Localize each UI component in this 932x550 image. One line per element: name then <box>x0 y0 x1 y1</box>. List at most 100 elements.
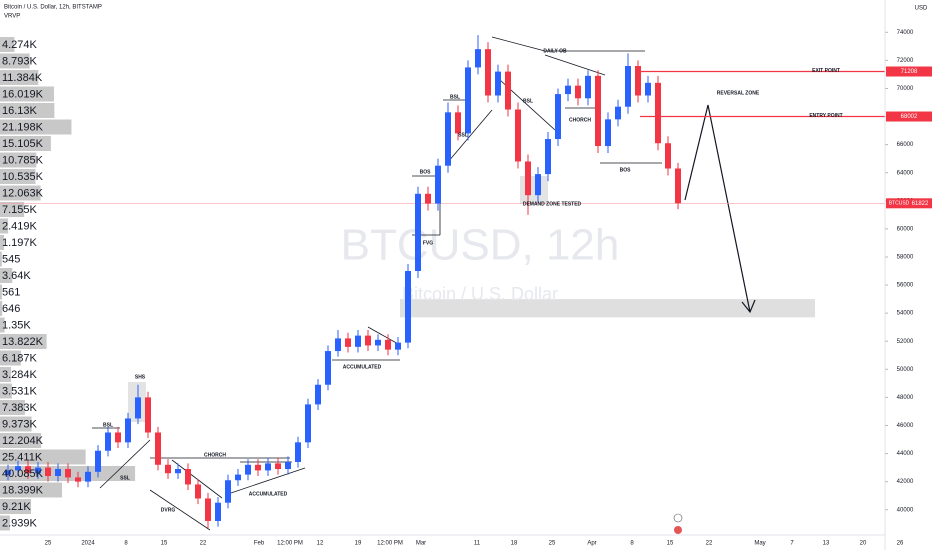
watermark: BTCUSD, 12h <box>341 221 620 270</box>
event-icon[interactable] <box>673 513 683 523</box>
demand-zone <box>520 176 548 204</box>
x-tick-label: 8 <box>124 541 128 547</box>
volume-bar <box>0 499 32 514</box>
annotation: DVRG <box>161 507 176 513</box>
annotation: BSL <box>523 98 533 104</box>
marks-layer <box>0 35 885 528</box>
candle-body <box>675 168 681 204</box>
volume-label: 11.384K <box>2 72 43 84</box>
y-tick-label: 42000 <box>897 479 914 485</box>
x-tick-label: 15 <box>161 541 168 547</box>
volume-label: 2.419K <box>2 220 38 232</box>
volume-bar <box>0 251 2 267</box>
annotation: ACCUMULATED <box>249 491 288 497</box>
x-tick-label: 22 <box>706 541 713 547</box>
volume-bar <box>0 350 21 366</box>
x-tick-label: Feb <box>254 541 265 547</box>
volume-bar <box>0 433 42 448</box>
volume-bar <box>0 152 37 168</box>
volume-bar <box>0 301 3 316</box>
candle-body <box>365 335 371 346</box>
last-price: 61822 <box>912 201 929 207</box>
volume-bar <box>0 367 12 382</box>
volume-bar <box>0 449 86 465</box>
candle-body <box>525 161 531 196</box>
candle-body <box>215 502 221 521</box>
volume-bar <box>0 202 25 217</box>
volume-bar <box>0 53 30 69</box>
candle-body <box>95 450 101 472</box>
candle-body <box>355 335 361 347</box>
volume-label: 561 <box>2 286 20 298</box>
candle-body <box>5 470 11 475</box>
volume-label: 2.939K <box>2 517 38 529</box>
candle-body <box>275 463 281 470</box>
volume-bar <box>0 37 15 52</box>
level-tag <box>886 66 932 77</box>
candle-body <box>475 49 481 68</box>
level-price: 68002 <box>901 114 918 120</box>
candle-body <box>55 469 61 477</box>
chart-title: Bitcoin / U.S. Dollar, 12h, BITSTAMP <box>4 5 102 11</box>
candle-body <box>85 471 91 482</box>
volume-label: 9.21K <box>2 501 31 513</box>
candle-body <box>135 397 141 419</box>
candle-body <box>145 397 151 433</box>
trend-line <box>99 439 151 489</box>
candle-body <box>445 112 451 166</box>
volume-label: 1.197K <box>2 237 38 249</box>
volume-bar <box>0 482 63 498</box>
candle-body <box>285 461 291 470</box>
candle-body <box>605 119 611 147</box>
volume-bar <box>0 169 36 184</box>
volume-label: 40.085K <box>2 468 44 480</box>
background-layer <box>0 31 888 531</box>
candle-body <box>375 339 381 346</box>
annotation: SHS <box>135 374 146 380</box>
volume-bar <box>0 70 39 85</box>
x-tick-label: 12:00 PM <box>277 541 303 547</box>
volume-label: 7.383K <box>2 402 38 414</box>
candle-body <box>575 85 581 99</box>
candle-body <box>665 143 671 169</box>
volume-label: 1.35K <box>2 319 31 331</box>
candle-body <box>515 109 521 162</box>
x-tick-label: 18 <box>511 541 518 547</box>
candle-body <box>125 418 131 443</box>
currency: USD <box>915 6 928 12</box>
candle-body <box>545 139 551 175</box>
volume-label: 646 <box>2 303 20 315</box>
y-tick-label: 40000 <box>897 507 914 513</box>
level-name: ENTRY POINT <box>809 113 842 119</box>
x-tick-label: 12:00 PM <box>377 541 403 547</box>
candle-body <box>635 65 641 96</box>
volume-label: 4.274K <box>2 39 38 51</box>
y-tick-label: 54000 <box>897 311 914 317</box>
volume-bar <box>0 136 51 151</box>
flag-icon[interactable] <box>674 526 682 534</box>
volume-bar <box>0 400 25 415</box>
candle-body <box>205 498 211 521</box>
last-price-tag <box>886 198 932 209</box>
candle-body <box>305 404 311 443</box>
y-tick-label: 56000 <box>897 283 914 289</box>
volume-label: 18.399K <box>2 484 44 496</box>
indicator-name: VRVP <box>4 14 20 20</box>
candle-body <box>295 442 301 462</box>
y-tick-label: 60000 <box>897 226 914 232</box>
volume-label: 12.204K <box>2 435 44 447</box>
accumulation-2 <box>332 326 401 361</box>
volume-label: 545 <box>2 253 20 265</box>
candle-body <box>435 165 441 204</box>
candle-body <box>235 474 241 481</box>
x-tick-label: 2024 <box>81 541 95 547</box>
candle-body <box>335 338 341 352</box>
annotation: BOS <box>620 167 632 173</box>
volume-bar <box>0 334 47 349</box>
volume-label: 15.105K <box>2 138 44 150</box>
candle-body <box>535 174 541 196</box>
candle-body <box>655 82 661 144</box>
accumulation <box>224 461 306 496</box>
candle-body <box>495 71 501 96</box>
y-tick-label: 48000 <box>897 395 914 401</box>
